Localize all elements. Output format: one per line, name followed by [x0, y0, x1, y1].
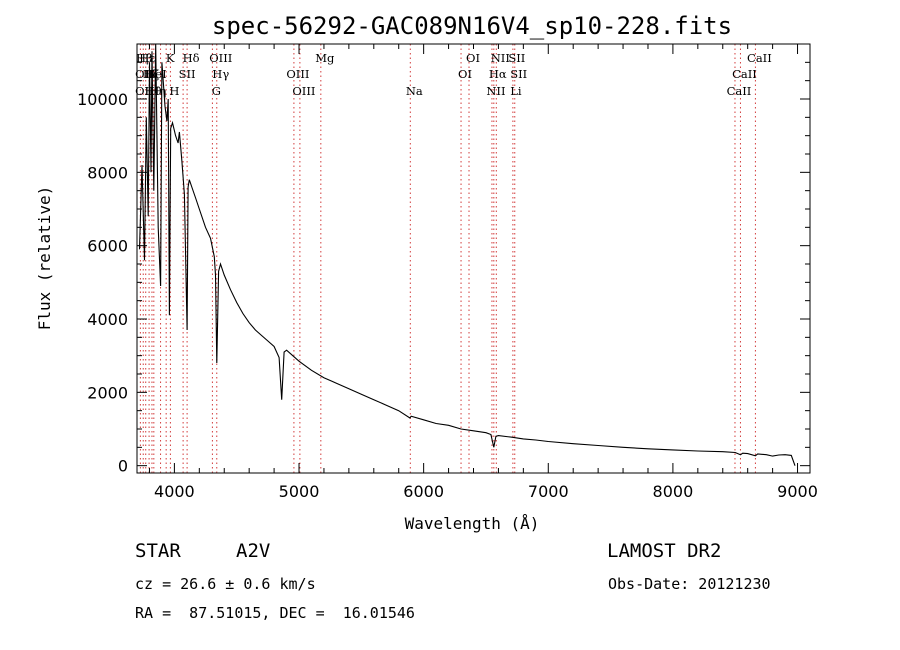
spectrum-line [138, 43, 796, 466]
x-tick-label: 4000 [154, 482, 195, 501]
line-label: OIII [292, 84, 315, 98]
x-tick-label: 8000 [653, 482, 694, 501]
y-tick-label: 0 [118, 457, 128, 476]
line-label: OI [458, 67, 472, 81]
line-label: Hδ [183, 51, 200, 65]
line-label: Li [510, 84, 522, 98]
line-label: H [169, 84, 179, 98]
x-tick-label: 9000 [777, 482, 818, 501]
y-tick-label: 8000 [87, 163, 128, 182]
x-tick-label: 6000 [403, 482, 444, 501]
line-label: NII [486, 84, 505, 98]
line-label: G [212, 84, 221, 98]
x-tick-label: 7000 [528, 482, 569, 501]
y-tick-label: 6000 [87, 237, 128, 256]
line-label: OI [466, 51, 480, 65]
object-label: STAR [135, 540, 181, 562]
line-label: SII [179, 67, 196, 81]
y-tick-label: 10000 [77, 90, 128, 109]
x-axis-title: Wavelength (Å) [405, 514, 540, 533]
line-label: CaII [732, 67, 757, 81]
line-label: Hγ [212, 67, 229, 81]
line-label: Hβ [136, 51, 153, 65]
spectral-class: A2V [236, 540, 271, 562]
line-label: Hα [489, 67, 507, 81]
x-axis-ticks: 4000 5000 6000 7000 8000 9000 [148, 44, 818, 501]
plot-frame [136, 43, 811, 474]
spectral-line-markers [139, 44, 756, 473]
line-label: NII [491, 51, 510, 65]
y-tick-label: 2000 [87, 383, 128, 402]
line-label: K [166, 51, 175, 65]
x-tick-label: 5000 [279, 482, 320, 501]
line-label: Mg [315, 51, 335, 65]
observation-date: Obs-Date: 20121230 [608, 575, 771, 593]
chart-title: spec-56292-GAC089N16V4_sp10-228.fits [212, 12, 732, 40]
redshift-cz: cz = 26.6 ± 0.6 km/s [135, 575, 316, 593]
line-label: SII [510, 67, 527, 81]
line-label: CaII [727, 84, 752, 98]
line-label: OIII [286, 67, 309, 81]
line-label: Hε [139, 51, 155, 65]
coordinates: RA = 87.51015, DEC = 16.01546 [135, 604, 415, 622]
y-axis-ticks: 0 2000 4000 6000 8000 10000 [77, 43, 810, 476]
line-label: SII [508, 51, 525, 65]
line-label: CaII [747, 51, 772, 65]
survey-name: LAMOST DR2 [607, 540, 722, 562]
line-label: OIII [209, 51, 232, 65]
line-label: Na [406, 84, 423, 98]
spectral-line-labels: HβOIIOIIHεHζHθKHeIHηHδSIIHOIIIHγGMgOIIIO… [135, 51, 772, 98]
y-tick-label: 4000 [87, 310, 128, 329]
y-axis-title: Flux (relative) [35, 186, 54, 331]
